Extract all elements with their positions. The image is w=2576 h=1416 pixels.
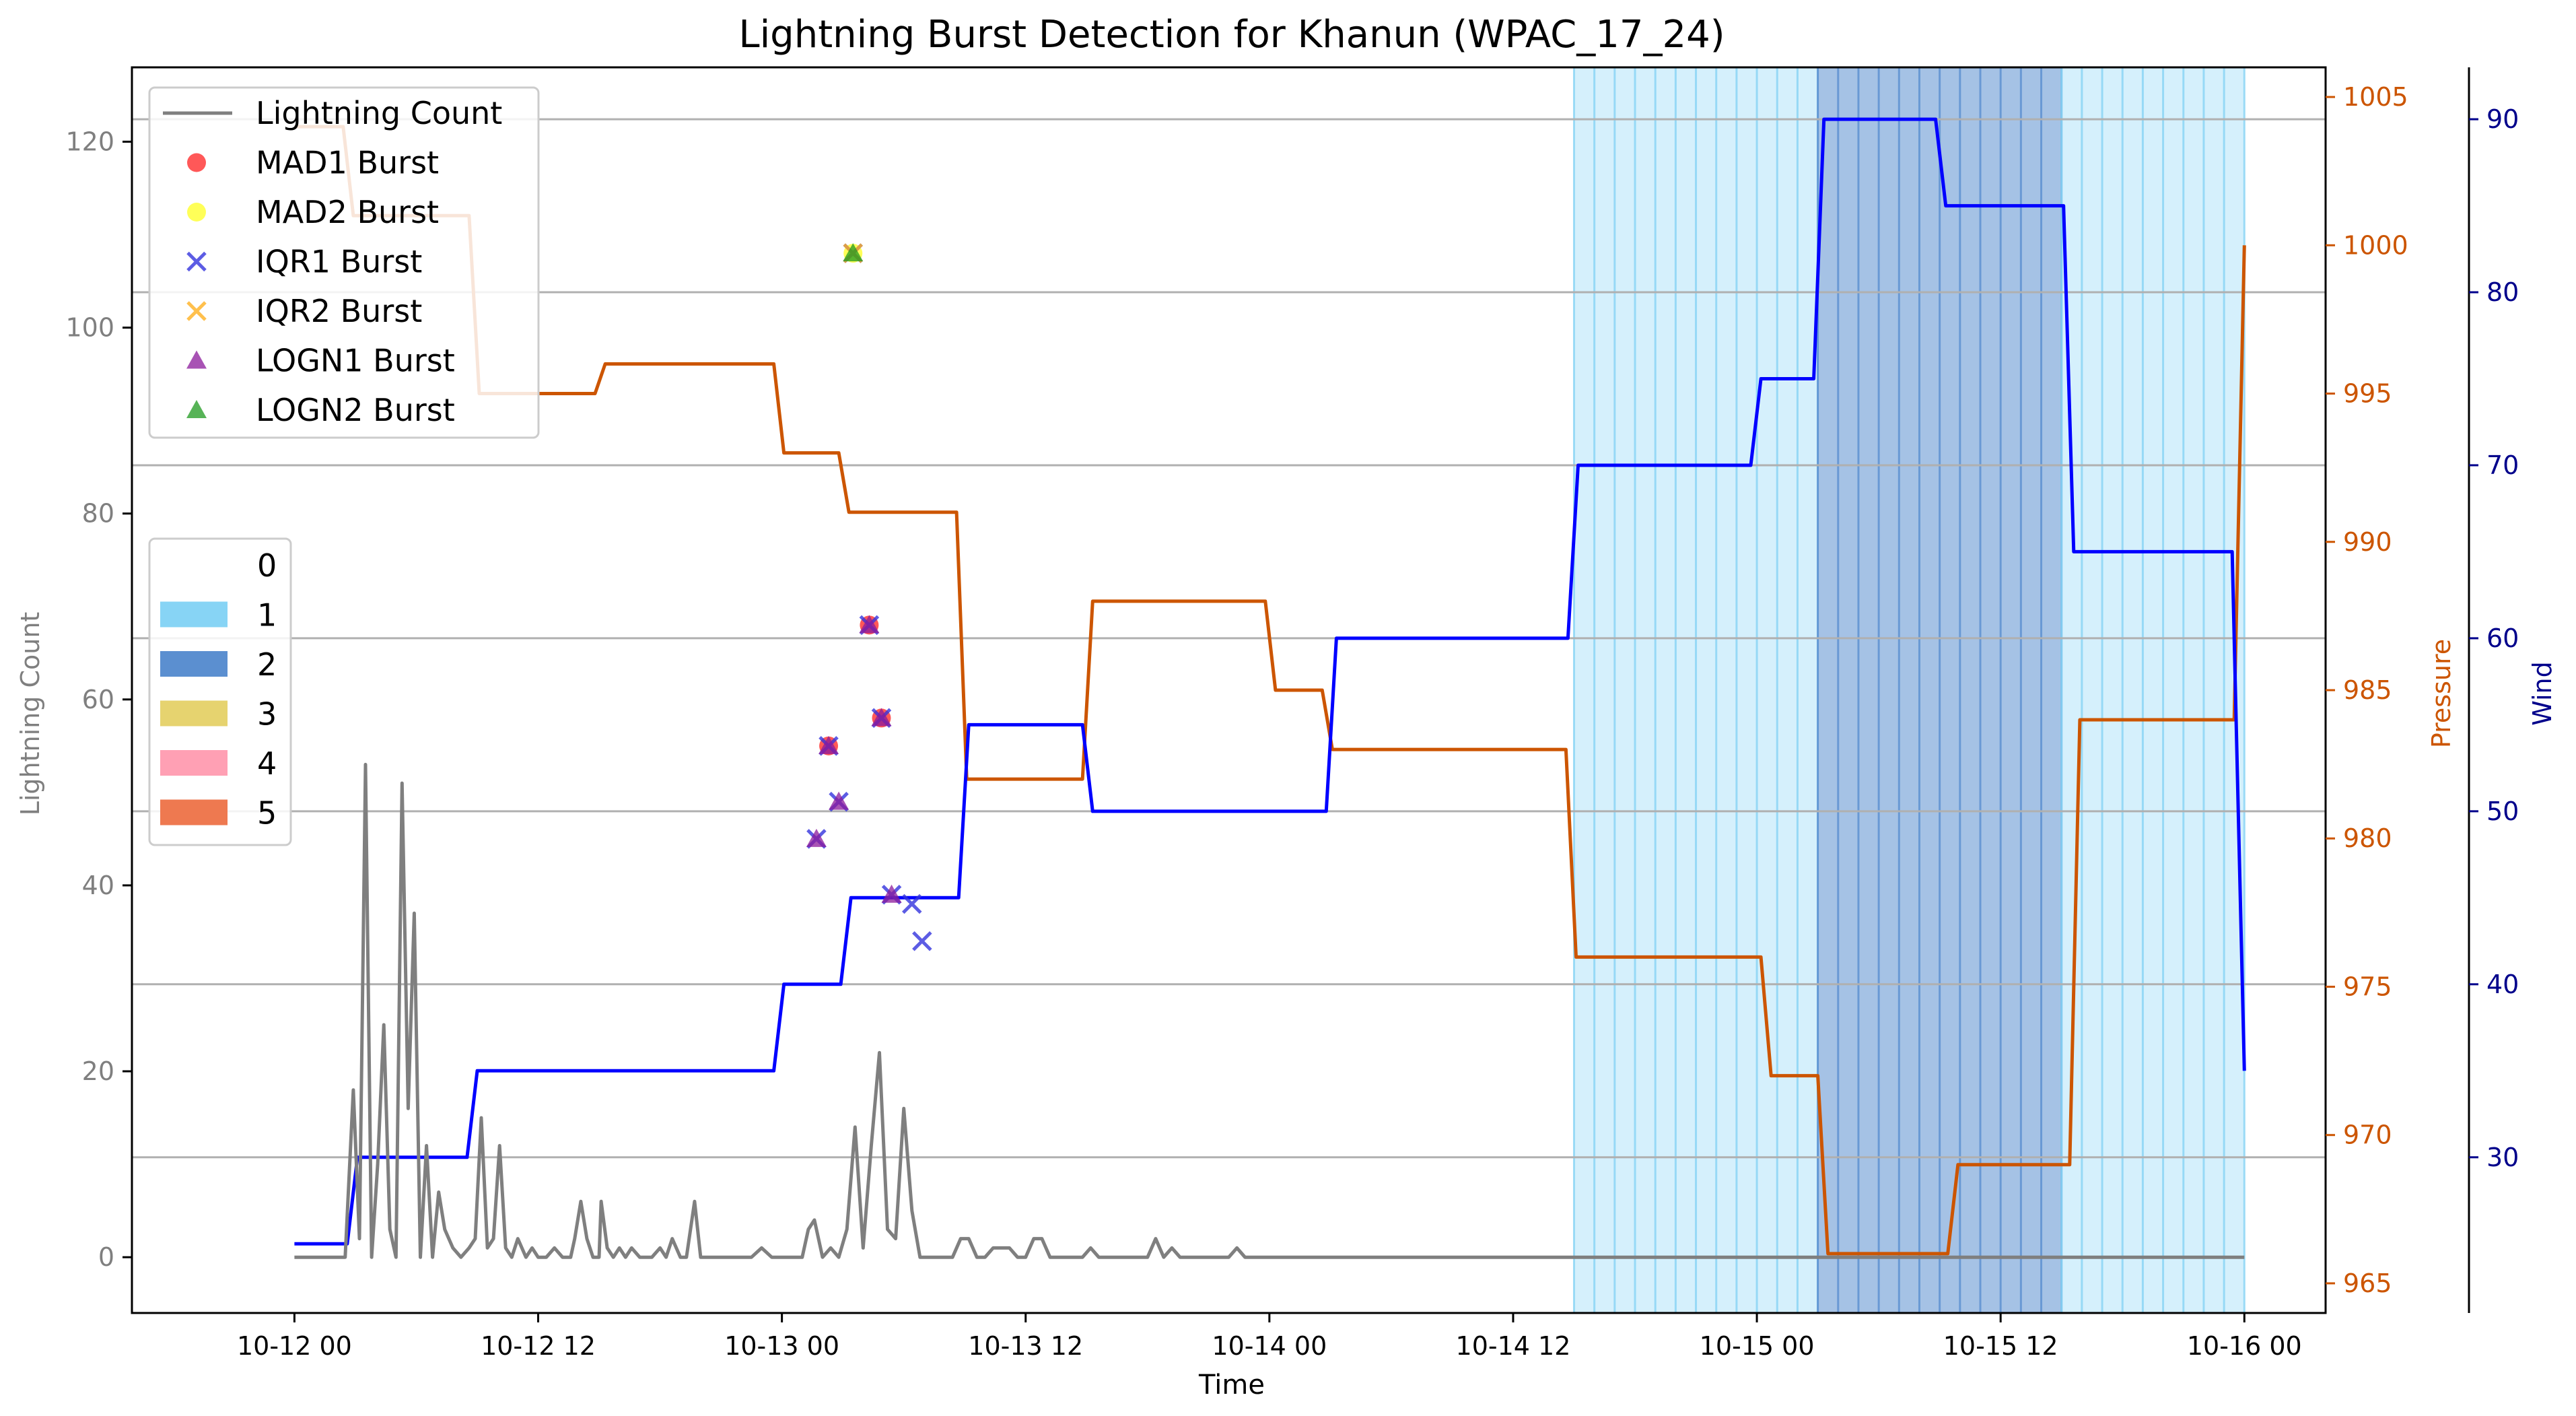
legend-category-swatch	[160, 601, 228, 628]
legend-category-label: 4	[257, 745, 277, 782]
legend-main-label: LOGN2 Burst	[256, 392, 455, 428]
legend-triangle-swatch	[186, 350, 207, 369]
burst-marker-logn1	[819, 735, 839, 754]
legend-category-swatch	[160, 799, 228, 825]
legend-category-label: 3	[257, 696, 277, 733]
legend-circle-swatch	[187, 153, 206, 172]
legend-category-label: 2	[257, 646, 277, 683]
wind-line	[294, 117, 2246, 1246]
burst-marker-logn1	[806, 828, 827, 847]
x-tick-label: 10-12 12	[481, 1331, 596, 1361]
burst-markers	[806, 243, 932, 951]
y-pressure-tick-label: 980	[2343, 823, 2392, 853]
y-pressure-tick-label: 1000	[2343, 230, 2408, 260]
burst-marker-logn1	[859, 615, 880, 634]
y-left-tick-label: 120	[65, 127, 114, 156]
legend-category-swatch	[160, 552, 228, 578]
y-axis-label-pressure: Pressure	[2427, 639, 2456, 748]
legend-main-label: MAD1 Burst	[256, 145, 439, 181]
y-pressure-tick-label: 990	[2343, 527, 2392, 557]
y-left-tick-label: 0	[98, 1242, 114, 1272]
burst-marker-iqr1	[912, 931, 932, 951]
y-wind-tick-label: 40	[2486, 970, 2519, 999]
legend-main-box	[148, 86, 540, 439]
lightning-line	[294, 762, 2245, 1259]
y-pressure-tick-label: 985	[2343, 675, 2392, 705]
category-span-1	[2061, 67, 2245, 1313]
burst-marker-logn1	[829, 791, 849, 810]
pressure-line	[294, 125, 2246, 1256]
y-pressure-tick-label: 970	[2343, 1120, 2392, 1150]
wind-series	[294, 117, 2246, 1246]
x-tick-label: 10-14 00	[1212, 1331, 1327, 1361]
x-tick-label: 10-13 12	[968, 1331, 1083, 1361]
x-tick-label: 10-15 12	[1943, 1331, 2058, 1361]
burst-marker-logn1	[871, 708, 892, 727]
legend-x-swatch	[186, 301, 207, 321]
category-spans	[1572, 67, 2246, 1313]
y-wind-tick-label: 60	[2486, 623, 2519, 653]
legend-category: 0 1 2 3 4 5	[148, 537, 292, 846]
legend-category-label: 0	[257, 547, 277, 584]
legend-main-label: LOGN1 Burst	[256, 343, 455, 379]
y-left-tick-label: 80	[82, 499, 114, 529]
axes: 10-12 00 10-12 12 10-13 00 10-13 12 10-14 00…	[65, 66, 2519, 1361]
legend-category-swatch	[160, 750, 228, 776]
legend-triangle-swatch	[186, 400, 207, 418]
legend-main-label: IQR1 Burst	[256, 244, 422, 280]
legend-x-swatch	[186, 251, 207, 272]
y-wind-tick-label: 90	[2486, 104, 2519, 134]
y-wind-tick-label: 50	[2486, 797, 2519, 826]
burst-marker-logn2	[843, 243, 864, 262]
y-left-tick-label: 100	[65, 313, 114, 343]
lightning-series	[294, 762, 2245, 1259]
burst-marker-iqr1	[901, 894, 922, 914]
burst-marker-logn1	[881, 884, 902, 903]
legend-category-swatch	[160, 651, 228, 677]
x-tick-label: 10-15 00	[1700, 1331, 1815, 1361]
y-pressure-tick-label: 975	[2343, 972, 2392, 1001]
pressure-series	[294, 125, 2246, 1256]
x-tick-label: 10-14 12	[1456, 1331, 1571, 1361]
x-tick-label: 10-16 00	[2187, 1331, 2302, 1361]
y-axis-label-left: Lightning Count	[15, 612, 45, 816]
legend-category-swatch	[160, 700, 228, 727]
y-left-tick-label: 60	[82, 685, 114, 714]
y-wind-tick-label: 80	[2486, 277, 2519, 307]
legend-main-label: IQR2 Burst	[256, 293, 422, 329]
legend-circle-swatch	[187, 203, 206, 222]
legend-main: Lightning Count MAD1 Burst MAD2 Burst IQR1 …	[148, 86, 540, 439]
legend-category-label: 5	[257, 795, 277, 832]
legend-category-label: 1	[257, 597, 277, 634]
chart-title: Lightning Burst Detection for Khanun (WP…	[738, 13, 1725, 57]
y-pressure-tick-label: 965	[2343, 1269, 2392, 1298]
y-wind-tick-label: 30	[2486, 1143, 2519, 1172]
y-pressure-tick-label: 1005	[2343, 82, 2408, 112]
y-wind-tick-label: 70	[2486, 450, 2519, 480]
x-tick-label: 10-12 00	[237, 1331, 352, 1361]
legend-main-label: Lightning Count	[256, 95, 502, 131]
x-axis-label: Time	[1198, 1370, 1265, 1401]
y-left-tick-label: 40	[82, 871, 114, 900]
x-tick-label: 10-13 00	[724, 1331, 839, 1361]
y-axis-label-wind: Wind	[2528, 661, 2557, 726]
y-left-tick-label: 20	[82, 1056, 114, 1086]
legend-main-label: MAD2 Burst	[256, 194, 439, 230]
y-pressure-tick-label: 995	[2343, 379, 2392, 409]
